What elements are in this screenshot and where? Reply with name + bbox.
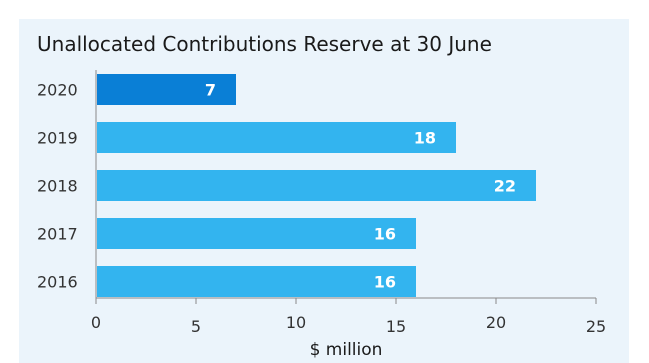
category-label-2017: 2017 [37, 225, 78, 244]
bar-2017 [97, 218, 416, 249]
x-tick-label: 5 [191, 317, 201, 336]
x-tick-label: 20 [486, 313, 506, 332]
x-axis-title: $ million [310, 340, 383, 360]
data-label-2017: 16 [374, 225, 396, 244]
category-label-2016: 2016 [37, 273, 78, 292]
category-labels: 2020 2019 2018 2017 2016 [37, 81, 78, 292]
x-tick-label: 25 [586, 317, 606, 336]
category-label-2020: 2020 [37, 81, 78, 100]
category-label-2018: 2018 [37, 177, 78, 196]
chart-title: Unallocated Contributions Reserve at 30 … [37, 32, 492, 56]
bar-2019 [97, 122, 456, 153]
bar-2020 [97, 74, 236, 105]
x-ticks: 0 5 10 15 20 25 [91, 298, 606, 336]
data-label-2018: 22 [494, 177, 516, 196]
data-label-2020: 7 [205, 81, 216, 100]
x-tick-label: 0 [91, 313, 101, 332]
bars-group: 7 18 22 16 16 [97, 74, 536, 297]
x-tick-label: 10 [286, 313, 306, 332]
category-label-2019: 2019 [37, 129, 78, 148]
data-label-2019: 18 [414, 129, 436, 148]
bar-2018 [97, 170, 536, 201]
x-tick-label: 15 [386, 317, 406, 336]
data-label-2016: 16 [374, 273, 396, 292]
bar-2016 [97, 266, 416, 297]
